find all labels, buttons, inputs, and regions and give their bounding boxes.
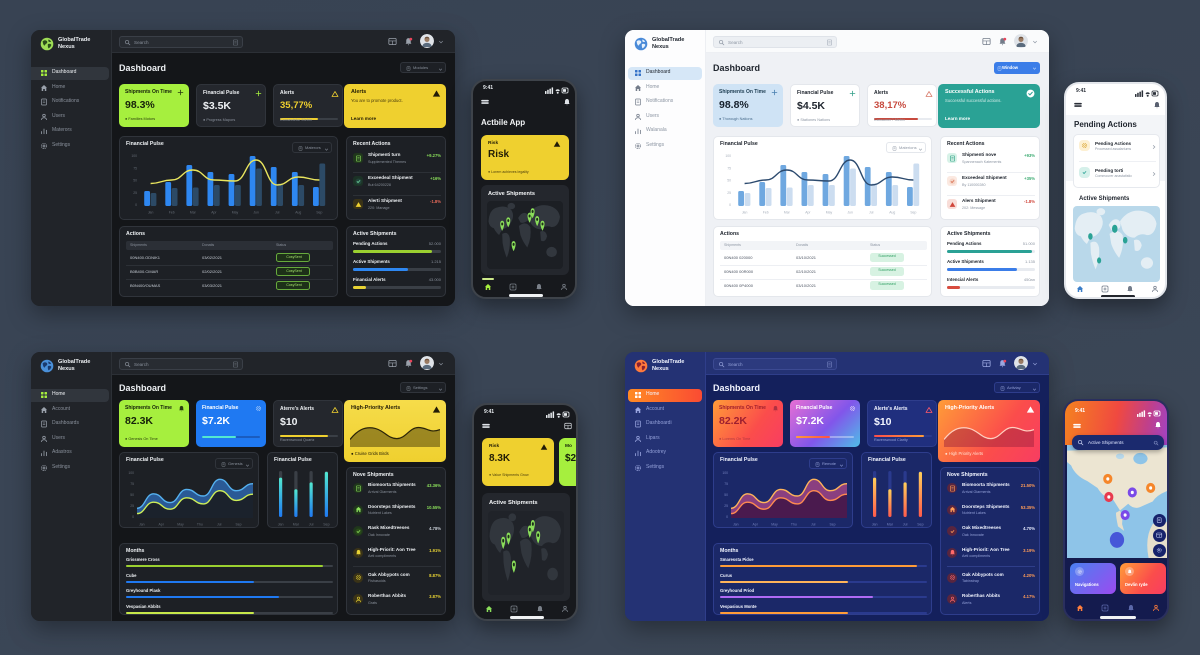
svg-text:Mar: Mar [293, 523, 300, 527]
svg-text:100: 100 [128, 471, 134, 475]
svg-text:May: May [177, 523, 184, 527]
svg-text:Apr: Apr [805, 211, 811, 215]
svg-text:Jan: Jan [139, 523, 145, 527]
svg-text:50: 50 [133, 179, 137, 183]
svg-text:0: 0 [729, 203, 731, 207]
svg-text:Mar: Mar [887, 523, 894, 527]
svg-text:Thu: Thu [791, 523, 797, 527]
svg-text:75: 75 [130, 482, 134, 486]
svg-text:50: 50 [727, 179, 731, 183]
svg-text:Jan: Jan [742, 211, 748, 215]
svg-text:100: 100 [725, 154, 731, 158]
svg-text:Feb: Feb [169, 211, 175, 215]
svg-text:Aug: Aug [295, 211, 301, 215]
svg-text:Sep: Sep [235, 523, 241, 527]
svg-text:Jul: Jul [309, 523, 314, 527]
svg-text:Mar: Mar [190, 211, 197, 215]
svg-text:75: 75 [133, 166, 137, 170]
svg-text:100: 100 [722, 471, 728, 475]
svg-text:Aug: Aug [889, 211, 895, 215]
svg-text:Sep: Sep [323, 523, 329, 527]
svg-text:Jan: Jan [148, 211, 154, 215]
svg-text:Jul: Jul [275, 211, 280, 215]
svg-text:Jan: Jan [872, 523, 878, 527]
svg-text:25: 25 [130, 504, 134, 508]
svg-text:25: 25 [727, 191, 731, 195]
svg-text:Jul: Jul [811, 523, 816, 527]
svg-text:Apr: Apr [159, 523, 165, 527]
svg-text:Feb: Feb [763, 211, 769, 215]
svg-text:Sep: Sep [316, 211, 322, 215]
svg-text:Jun: Jun [847, 211, 853, 215]
svg-text:0: 0 [135, 203, 137, 207]
svg-text:Jun: Jun [253, 211, 259, 215]
svg-text:May: May [826, 211, 833, 215]
svg-text:May: May [232, 211, 239, 215]
svg-text:Apr: Apr [211, 211, 217, 215]
svg-text:0: 0 [132, 515, 134, 519]
svg-text:Sep: Sep [910, 211, 916, 215]
svg-text:100: 100 [131, 154, 137, 158]
svg-text:50: 50 [724, 493, 728, 497]
svg-text:Apr: Apr [753, 523, 759, 527]
svg-text:Jul: Jul [217, 523, 222, 527]
svg-text:Sep: Sep [917, 523, 923, 527]
svg-text:75: 75 [727, 166, 731, 170]
svg-text:Jul: Jul [869, 211, 874, 215]
svg-text:25: 25 [133, 191, 137, 195]
svg-text:Mar: Mar [784, 211, 791, 215]
svg-text:Jul: Jul [903, 523, 908, 527]
svg-text:May: May [771, 523, 778, 527]
svg-text:25: 25 [724, 504, 728, 508]
svg-text:0: 0 [726, 515, 728, 519]
svg-text:75: 75 [724, 482, 728, 486]
svg-text:Thu: Thu [197, 523, 203, 527]
svg-text:50: 50 [130, 493, 134, 497]
svg-text:Jan: Jan [278, 523, 284, 527]
svg-text:Sep: Sep [829, 523, 835, 527]
svg-text:Jan: Jan [733, 523, 739, 527]
